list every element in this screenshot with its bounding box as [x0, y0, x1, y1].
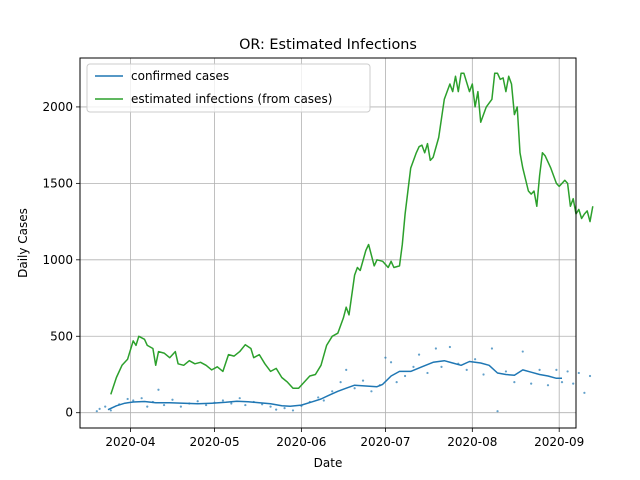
scatter-point [490, 347, 494, 350]
scatter-point [448, 345, 451, 349]
scatter-point [104, 405, 107, 408]
legend: confirmed cases estimated infections (fr… [86, 63, 371, 113]
scatter-point [345, 368, 348, 372]
chart-title: OR: Estimated Infections [239, 37, 417, 53]
scatter-point [95, 410, 98, 413]
series-line-confirmed [107, 359, 562, 411]
scatter-point [426, 371, 429, 375]
scatter-point [546, 384, 550, 387]
scatter-point [513, 381, 516, 384]
scatter-point [384, 356, 387, 359]
scatter-point [126, 397, 129, 401]
plot-frame [79, 57, 577, 429]
y-tick-label: 500 [50, 329, 73, 343]
y-axis-ticks: 0 500 1000 1500 2000 [42, 100, 80, 420]
scatter-point [275, 408, 278, 411]
y-tick-label: 2000 [42, 100, 73, 114]
scatter-point [583, 391, 586, 394]
scatter-point [417, 353, 421, 356]
scatter-point [132, 399, 135, 402]
scatter-point [434, 347, 437, 350]
y-tick-label: 1000 [42, 253, 73, 267]
scatter-point [171, 398, 174, 401]
scatter-point [412, 365, 415, 368]
scatter-point [370, 390, 373, 393]
x-tick-label: 2020-06 [276, 435, 326, 449]
x-tick-label: 2020-04 [105, 435, 155, 449]
scatter-point [98, 407, 101, 410]
scatter-point [538, 368, 541, 372]
scatter-point [244, 403, 247, 407]
scatter-point [465, 368, 468, 372]
scatter-point [162, 403, 166, 407]
scatter-point [530, 382, 533, 385]
y-axis-title: Daily Cases [16, 208, 30, 278]
legend-label-estimated: estimated infections (from cases) [131, 92, 332, 106]
scatter-point [157, 388, 160, 391]
x-axis-ticks: 2020-04 2020-05 2020-06 2020-07 2020-08 2020-… [105, 428, 584, 449]
scatter-point [238, 397, 241, 400]
scatter-point [291, 409, 295, 412]
plot-area [95, 72, 594, 413]
scatter-point [403, 374, 407, 378]
scatter-point [572, 382, 575, 385]
scatter-point [504, 370, 508, 373]
series-line-estimated [110, 72, 594, 395]
scatter-point [146, 405, 149, 408]
x-tick-label: 2020-05 [189, 435, 239, 449]
scatter-point [440, 365, 443, 368]
y-tick-label: 1500 [42, 176, 73, 190]
scatter-point [496, 410, 499, 413]
scatter-point [588, 374, 592, 378]
scatter-point [353, 387, 356, 390]
legend-label-confirmed: confirmed cases [131, 69, 229, 83]
scatter-point [395, 381, 398, 384]
scatter-point [521, 350, 524, 353]
y-tick-label: 0 [65, 406, 73, 420]
scatter-point [577, 371, 580, 375]
scatter-point [555, 368, 558, 372]
scatter-point [474, 358, 477, 361]
x-axis-title: Date [314, 456, 343, 470]
scatter-point [221, 399, 225, 402]
scatter-point [269, 405, 272, 408]
scatter-point [283, 407, 286, 410]
scatter-point [322, 399, 325, 402]
scatter-point [482, 373, 485, 376]
scatter-point [331, 390, 334, 393]
scatter-point [560, 381, 564, 384]
scatter-point [566, 370, 569, 373]
scatter-point [230, 402, 233, 405]
x-tick-label: 2020-09 [534, 435, 584, 449]
x-tick-label: 2020-07 [360, 435, 410, 449]
scatter-point [109, 409, 112, 412]
scatter-point [361, 379, 365, 382]
scatter-point [205, 403, 208, 407]
scatter-point [179, 405, 182, 408]
scatter-point [196, 400, 199, 403]
scatter-point [389, 361, 393, 364]
x-tick-label: 2020-08 [447, 435, 497, 449]
scatter-point [339, 381, 342, 384]
scatter-point [317, 396, 320, 399]
legend-frame [86, 63, 371, 113]
scatter-point [140, 397, 143, 400]
